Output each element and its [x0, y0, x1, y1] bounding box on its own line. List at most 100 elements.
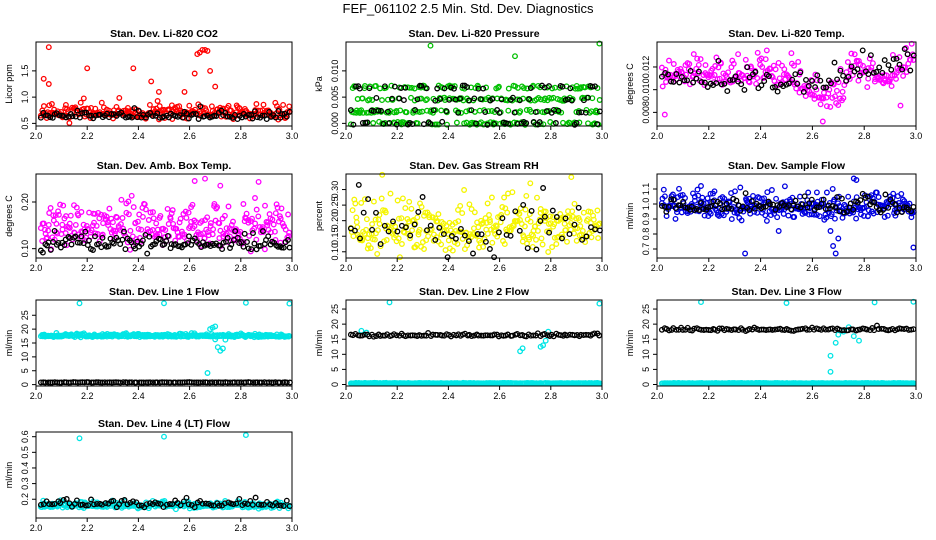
data-point	[270, 221, 277, 228]
data-point	[161, 433, 167, 440]
data-point	[225, 203, 232, 210]
data-point	[780, 210, 787, 217]
data-point	[47, 114, 54, 121]
data-point	[578, 84, 584, 91]
data-point	[468, 107, 475, 114]
x-tick-label: 2.2	[81, 131, 94, 141]
data-point	[835, 331, 842, 338]
data-point	[254, 114, 261, 121]
data-point	[130, 204, 137, 211]
data-point	[397, 107, 404, 114]
data-point	[580, 209, 587, 216]
data-series-group	[37, 44, 293, 126]
data-point	[412, 107, 418, 113]
data-point	[762, 56, 769, 63]
data-point	[526, 96, 533, 103]
data-point	[774, 88, 781, 95]
data-point	[533, 236, 539, 243]
data-point	[594, 109, 601, 116]
data-point	[408, 94, 414, 101]
y-tick-label: 0.012	[641, 56, 651, 79]
data-point	[84, 65, 91, 72]
data-point	[226, 113, 233, 120]
data-point	[435, 121, 442, 128]
data-point	[486, 246, 493, 252]
data-point	[534, 194, 540, 201]
data-point	[830, 81, 837, 88]
data-series-group	[37, 432, 293, 513]
data-point	[286, 300, 293, 307]
data-point	[37, 114, 44, 121]
data-point	[86, 112, 93, 119]
data-point	[480, 85, 487, 92]
data-point	[422, 97, 429, 104]
data-point	[471, 209, 478, 216]
x-tick-label: 2.0	[651, 131, 664, 141]
data-point	[581, 84, 588, 91]
data-point	[832, 93, 838, 100]
data-point	[885, 62, 892, 69]
data-point	[402, 205, 409, 212]
data-point	[785, 212, 792, 219]
data-point	[155, 88, 162, 95]
data-point	[512, 53, 518, 60]
data-point	[375, 107, 382, 114]
data-point	[365, 196, 372, 203]
data-point	[280, 101, 287, 108]
data-point	[840, 95, 847, 102]
data-point	[910, 244, 917, 251]
data-point	[564, 238, 570, 245]
data-point	[260, 101, 267, 108]
x-tick-label: 2.8	[545, 391, 558, 401]
data-point	[355, 181, 362, 188]
data-point	[730, 60, 737, 67]
data-point	[754, 75, 761, 82]
data-point	[845, 193, 852, 200]
data-point	[489, 239, 496, 246]
data-point	[286, 103, 293, 110]
y-tick-label: 0.005	[330, 86, 340, 109]
data-point	[386, 119, 393, 126]
plot-frame	[35, 299, 293, 387]
data-point	[781, 183, 788, 190]
data-point	[251, 108, 258, 115]
x-tick-label: 2.6	[493, 263, 506, 273]
y-tick-label: 0	[20, 382, 30, 387]
data-point	[181, 88, 188, 95]
data-point	[403, 109, 410, 116]
data-point	[252, 195, 258, 201]
data-point	[489, 96, 496, 103]
x-tick-label: 2.2	[81, 391, 94, 401]
data-point	[585, 120, 591, 127]
data-point	[74, 107, 81, 114]
x-tick-label: 2.8	[858, 263, 871, 273]
y-tick-label: 10	[20, 352, 30, 362]
y-axis-label: degrees C	[4, 195, 14, 237]
x-tick-label: 2.8	[858, 131, 871, 141]
data-point	[471, 95, 478, 102]
x-tick-label: 2.6	[806, 131, 819, 141]
data-point	[207, 67, 214, 74]
data-point	[484, 200, 491, 207]
y-tick-label: 0.010	[330, 60, 340, 83]
chart-title: Stan. Dev. Li-820 CO2	[110, 28, 218, 40]
data-point	[559, 83, 566, 90]
x-tick-label: 3.0	[286, 263, 299, 273]
data-point	[523, 120, 530, 127]
x-tick-label: 2.4	[442, 391, 455, 401]
data-point	[676, 79, 683, 86]
data-point	[252, 494, 259, 501]
data-point	[283, 113, 290, 120]
data-point	[672, 215, 679, 222]
y-tick-label: 0.5	[20, 446, 30, 459]
x-tick-label: 2.4	[754, 131, 767, 141]
data-point	[875, 194, 882, 201]
data-point	[742, 56, 749, 63]
x-tick-label: 3.0	[596, 263, 609, 273]
data-point	[408, 205, 415, 212]
y-tick-label: 0.10	[20, 240, 30, 258]
data-point	[204, 47, 211, 54]
data-point	[77, 99, 84, 106]
data-point	[686, 60, 693, 67]
y-tick-label: 1.5	[20, 65, 30, 78]
